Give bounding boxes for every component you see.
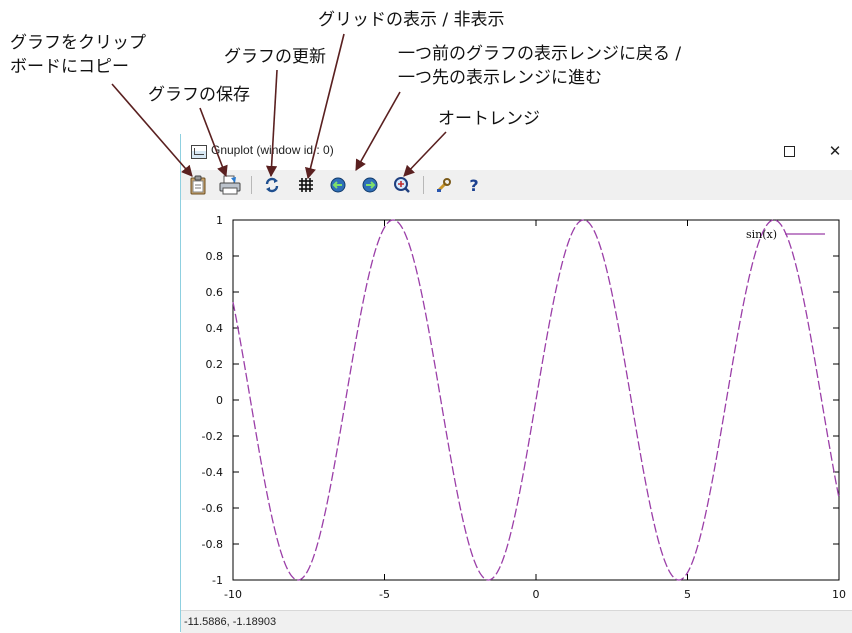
status-bar: -11.5886, -1.18903 [181, 610, 852, 633]
legend-label: sin(x) [746, 228, 777, 241]
toolbar: ? [181, 170, 852, 200]
close-button[interactable]: ✕ [828, 142, 842, 160]
annotation-copy-line1: グラフをクリップ [10, 33, 146, 53]
y-tick-label: 0.6 [206, 286, 224, 299]
annotation-autoscale: オートレンジ [438, 109, 540, 129]
annotation-prev-next: 一つ前のグラフの表示レンジに戻る / 一つ先の表示レンジに進む [398, 42, 681, 90]
sin-plot[interactable]: 1 0.8 0.6 0.4 0.2 0 -0.2 -0.4 -0.6 -0.8 -1 -10 -5 0 5… [181, 200, 852, 610]
toolbar-separator [251, 176, 252, 194]
y-tick-label: 0 [216, 394, 223, 407]
toggle-grid-button[interactable] [295, 174, 317, 196]
print-icon [219, 175, 241, 195]
previous-zoom-button[interactable] [327, 174, 349, 196]
annotation-prev-next-line1: 一つ前のグラフの表示レンジに戻る / [398, 44, 682, 64]
maximize-icon [783, 146, 795, 157]
clipboard-icon [190, 175, 206, 195]
y-tick-label: 0.4 [206, 322, 224, 335]
y-tick-label: -0.8 [202, 538, 223, 551]
replot-button[interactable] [261, 174, 283, 196]
grid-icon [299, 178, 313, 192]
annotation-copy: グラフをクリップ ボードにコピー [10, 31, 146, 79]
mouse-coordinates: -11.5886, -1.18903 [184, 616, 277, 628]
next-zoom-icon [362, 177, 378, 193]
wrench-icon [437, 178, 451, 192]
options-button[interactable] [433, 174, 455, 196]
replot-icon [265, 177, 279, 193]
plot-border [232, 219, 840, 581]
maximize-button[interactable] [767, 136, 811, 166]
help-icon: ? [469, 175, 479, 195]
window-title: Gnuplot (window id : 0) [211, 143, 334, 157]
annotation-save: グラフの保存 [148, 85, 250, 105]
autoscale-button[interactable] [391, 174, 413, 196]
x-tick-label: -10 [224, 588, 242, 601]
y-tick-label: 0.8 [206, 250, 224, 263]
annotation-copy-line2: ボードにコピー [10, 57, 129, 77]
annotation-replot: グラフの更新 [224, 47, 326, 67]
autoscale-icon [394, 177, 410, 193]
plot-area[interactable]: 1 0.8 0.6 0.4 0.2 0 -0.2 -0.4 -0.6 -0.8 -1 -10 -5 0 5… [181, 200, 852, 610]
copy-to-clipboard-button[interactable] [187, 174, 209, 196]
title-bar[interactable]: Gnuplot (window id : 0) ✕ [181, 134, 852, 168]
x-tick-label: 5 [684, 588, 691, 601]
y-tick-label: 0.2 [206, 358, 224, 371]
series-line-sin [232, 219, 840, 581]
x-tick-label: 0 [533, 588, 540, 601]
y-tick-label: -1 [212, 574, 223, 587]
x-tick-label: 10 [832, 588, 846, 601]
y-tick-label: -0.4 [202, 466, 223, 479]
gnuplot-window: Gnuplot (window id : 0) ✕ [180, 134, 852, 633]
toolbar-separator [423, 176, 424, 194]
annotation-prev-next-line2: 一つ先の表示レンジに進む [398, 68, 602, 88]
help-button[interactable]: ? [463, 174, 485, 196]
y-tick-label: -0.6 [202, 502, 223, 515]
prev-zoom-icon [330, 177, 346, 193]
y-tick-label: 1 [216, 214, 223, 227]
gnuplot-app-icon [191, 145, 207, 159]
save-print-button[interactable] [219, 174, 241, 196]
y-tick-label: -0.2 [202, 430, 223, 443]
next-zoom-button[interactable] [359, 174, 381, 196]
x-tick-label: -5 [379, 588, 390, 601]
annotation-grid: グリッドの表示 / 非表示 [318, 10, 505, 30]
